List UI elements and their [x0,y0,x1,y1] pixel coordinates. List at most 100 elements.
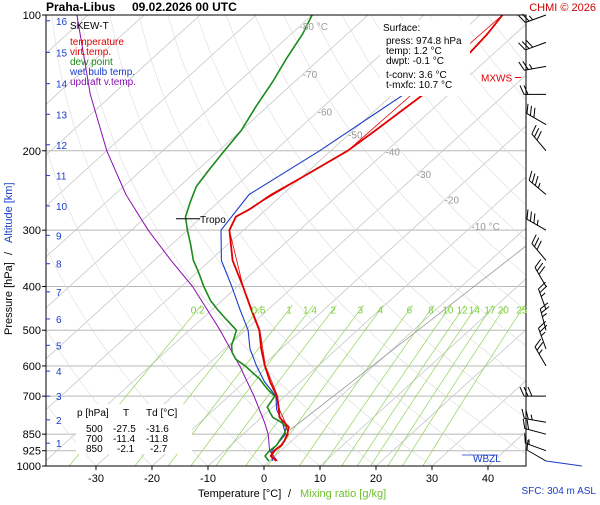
plot-frame [45,14,527,467]
wind-barb-flag [534,338,542,348]
pressure-tick-label: 100 [23,10,41,22]
altitude-tick-label: 15 [56,48,68,59]
mixing-ratio-label: 10 [442,306,454,317]
isotherm-label: -60 [318,107,333,118]
wind-barb-flag [522,61,529,70]
y-axis-title-altitude: Altitude [km] [3,182,15,243]
dry-adiabat-line [196,15,526,418]
legend-heading: SKEW-T [70,21,109,32]
wind-barb-flag [528,170,533,181]
altitude-tick-label: 5 [56,341,62,352]
wind-barb-flag [525,39,534,48]
isotherm-line [46,15,425,360]
mixing-ratio-line [370,305,478,466]
mixing-ratio-label: 8 [428,306,434,317]
wind-barb [518,13,547,23]
table-cell: -27.5 [113,424,136,435]
series-line-dew-point [184,15,313,462]
wind-barb-half-flag [542,313,547,318]
altitude-tick-label: 4 [56,367,62,378]
wind-barb-flag [519,386,525,397]
wind-barb [534,338,547,367]
legend-item-temperature: temperature [70,37,124,48]
table-header-t: T [123,408,129,419]
isotherm-line [46,15,369,309]
table-cell: -31.6 [146,424,169,435]
wind-barbs [518,13,583,467]
dry-adiabat-line [46,146,265,466]
isotherm-line [46,15,145,105]
legend-item-dew-point: dew point [70,57,113,68]
mixing-ratio-line [387,305,494,466]
wind-barb-flag [521,408,525,419]
wind-barb-flag [526,209,529,220]
pressure-tick-label: 1000 [17,461,41,473]
surface-elevation: SFC: 304 m ASL [522,486,597,497]
wind-barb-flag [534,175,539,186]
isotherm-line [319,278,526,466]
isotherm-label: -70 [303,70,318,81]
wind-barb-flag [522,418,526,429]
dry-adiabat-line [46,402,97,466]
wind-barb-flag [519,85,525,95]
wbzl-label: WBZL [473,454,501,465]
temperature-tick-label: 30 [426,473,438,485]
table-cell: 700 [86,434,103,445]
x-axis-sep: / [288,488,292,500]
temperature-tick-label: 20 [370,473,382,485]
wind-barb-flag [526,103,529,114]
altitude-tick-label: 9 [56,231,62,242]
isotherm-label: -40 [385,148,400,159]
wind-barb-flag [518,61,525,71]
isotherm-label: -10 °C [471,222,499,233]
wind-barb-half-flag [540,331,546,337]
mixing-ratio-label: 12 [457,306,469,317]
copyright: CHMI © 2026 [529,2,596,14]
isotherm-line [207,176,526,466]
wind-barb-half-flag [540,292,546,297]
surface-press: press: 974.8 hPa [386,36,462,47]
wind-barb [531,234,547,261]
level-table-bg [76,404,192,454]
mixing-ratio-line [422,305,525,466]
mixing-ratio-line [190,304,314,466]
isotherm-line [431,380,526,466]
wind-barb [539,302,550,331]
temperature-tick-label: 10 [314,473,326,485]
mixing-ratio-label: 1 [286,306,292,317]
wind-barb [522,418,547,435]
wind-barb-flag [529,105,532,116]
temperature-tick-label: 0 [261,473,267,485]
wind-barb-flag [531,234,537,244]
wind-barb-flag [533,213,536,224]
wind-barb [528,170,547,195]
mixing-ratio-label: 0.6 [252,306,266,317]
dry-adiabat-line [312,15,526,276]
wind-barb-half-flag [536,219,539,226]
wind-barb-flag [533,127,540,138]
series-line-temperature [228,15,504,462]
y-axis-title-pressure: Pressure [hPa] [3,262,15,335]
table-cell: 850 [86,444,103,455]
isotherm-line [46,15,257,207]
wind-barb-flag [523,386,529,397]
surface-tmxfc: t-mxfc: 10.7 °C [386,80,452,91]
pressure-tick-label: 700 [23,391,41,403]
y-axis-title: Pressure [hPa] / Altitude [km] [3,182,15,335]
mixing-ratio-line [322,304,435,466]
valid-datetime: 09.02.2026 00 UTC [132,0,237,14]
mixing-ratio-label: 6 [407,306,413,317]
legend-item-virt-temp: virt.temp. [70,47,111,58]
surface-heading: Surface: [383,23,420,34]
mixing-ratio-label: 3 [357,306,363,317]
temperature-tick-label: -20 [144,473,160,485]
mixing-ratio-line [267,304,384,466]
wind-barb-flag [533,107,536,118]
pressure-tick-label: 200 [23,146,41,158]
pressure-tick-label: 850 [23,429,41,441]
series-line-updraft-v-temp [76,15,278,462]
temperature-tick-label: -10 [200,473,216,485]
mixing-ratio-label: 25 [516,306,528,317]
legend-item-updraft: updraft v.temp. [70,77,136,88]
